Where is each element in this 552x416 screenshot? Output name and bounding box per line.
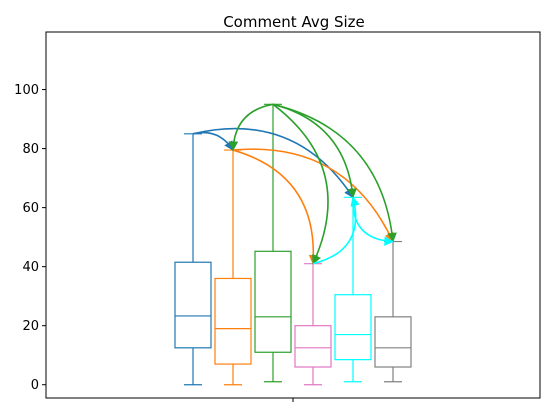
- y-tick-label: 100: [14, 83, 39, 98]
- box-1: [174, 133, 212, 386]
- arrow-10: [352, 197, 394, 246]
- box-5: [334, 196, 372, 383]
- y-tick-label: 20: [22, 319, 39, 334]
- box-3-iqr: [254, 250, 292, 353]
- box-3: [254, 103, 292, 383]
- arrow-2: [192, 127, 354, 199]
- box-6-iqr: [374, 316, 412, 368]
- box-4: [294, 263, 332, 386]
- arrow-3: [232, 149, 319, 265]
- plot-area: [174, 103, 412, 386]
- box-4-iqr: [294, 325, 332, 368]
- box-2-iqr: [214, 277, 252, 365]
- y-tick-label: 40: [22, 260, 39, 275]
- box-1-iqr: [174, 261, 212, 349]
- chart-title: Comment Avg Size: [223, 13, 365, 31]
- arrow-9: [312, 196, 360, 265]
- box-2: [214, 149, 252, 386]
- y-tick-label: 80: [22, 142, 39, 157]
- axes-frame: [45, 31, 541, 399]
- box-6: [374, 240, 412, 383]
- y-tick-label: 60: [22, 201, 39, 216]
- box-5-iqr: [334, 294, 372, 361]
- arrow-8: [272, 103, 397, 243]
- axes: 0 20 40 60 80 100: [14, 31, 541, 402]
- arrow-4: [232, 148, 394, 243]
- y-tick-label: 0: [31, 378, 39, 393]
- arrow-1: [192, 131, 234, 151]
- arrow-5: [228, 103, 274, 152]
- arrow-6: [272, 103, 329, 265]
